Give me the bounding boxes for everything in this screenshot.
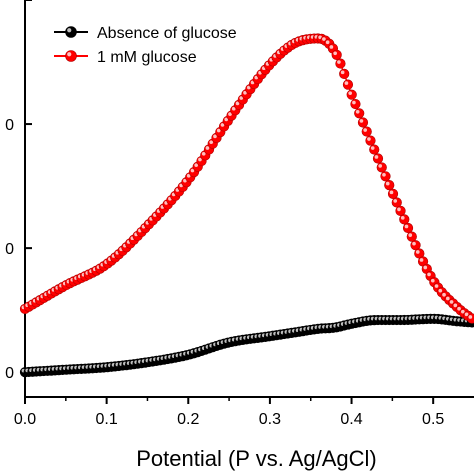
x-tick-label: 0.3 — [259, 411, 281, 428]
legend-marker — [65, 50, 77, 62]
x-tick-label: 0.0 — [14, 411, 36, 428]
data-point — [350, 98, 361, 110]
legend-label: Absence of glucose — [97, 25, 237, 42]
data-point — [466, 313, 474, 324]
y-tick-label: 0 — [5, 117, 14, 134]
x-tick-label: 0.2 — [177, 411, 199, 428]
data-point — [335, 58, 346, 69]
data-point — [402, 222, 414, 234]
x-tick-label: 0.4 — [340, 411, 362, 428]
data-point — [376, 162, 387, 173]
legend: Absence of glucose 1 mM glucose — [54, 25, 237, 66]
x-axis-title: Potential (P vs. Ag/AgCl) — [136, 446, 377, 471]
series-layer — [19, 33, 474, 378]
data-point — [395, 205, 406, 217]
series-absence-of-glucose — [19, 313, 474, 378]
data-point — [342, 79, 354, 90]
y-ticks: 0 0 0 — [5, 0, 32, 382]
data-point — [410, 240, 421, 251]
data-point — [387, 188, 399, 199]
data-point — [406, 231, 417, 242]
plot-frame — [24, 0, 474, 398]
data-point — [339, 68, 350, 79]
data-point — [417, 256, 429, 267]
data-point — [369, 144, 380, 155]
legend-label: 1 mM glucose — [97, 49, 197, 66]
data-point — [391, 197, 402, 208]
x-tick-label: 0.5 — [422, 411, 444, 428]
data-point — [361, 126, 372, 137]
y-tick-label: 0 — [5, 241, 14, 258]
data-point — [384, 180, 395, 191]
y-tick-label: 0 — [5, 365, 14, 382]
data-point — [372, 153, 384, 164]
data-point — [354, 108, 365, 119]
data-point — [380, 171, 391, 182]
legend-marker — [65, 26, 77, 38]
data-point — [365, 135, 376, 146]
data-point — [331, 49, 342, 60]
data-point — [346, 89, 357, 100]
x-tick-label: 0.1 — [96, 411, 118, 428]
data-point — [357, 117, 369, 128]
data-point — [399, 214, 410, 225]
x-ticks: 0.0 0.1 0.2 0.3 0.4 0.5 — [14, 397, 444, 428]
series-1mm-glucose — [19, 33, 474, 324]
